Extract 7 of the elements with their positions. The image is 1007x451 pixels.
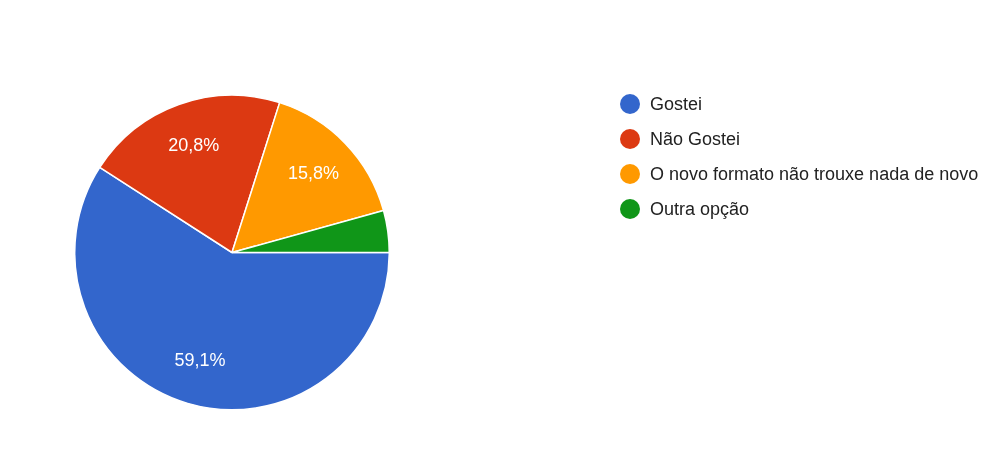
data-label: 15,8% [288, 162, 340, 183]
legend-label: O novo formato não trouxe nada de novo [650, 163, 979, 186]
legend-label: Outra opção [650, 198, 750, 221]
data-label: 59,1% [174, 350, 226, 371]
data-label: 20,8% [168, 134, 220, 155]
legend-label: Gostei [650, 93, 703, 116]
legend-label: Não Gostei [650, 128, 741, 151]
